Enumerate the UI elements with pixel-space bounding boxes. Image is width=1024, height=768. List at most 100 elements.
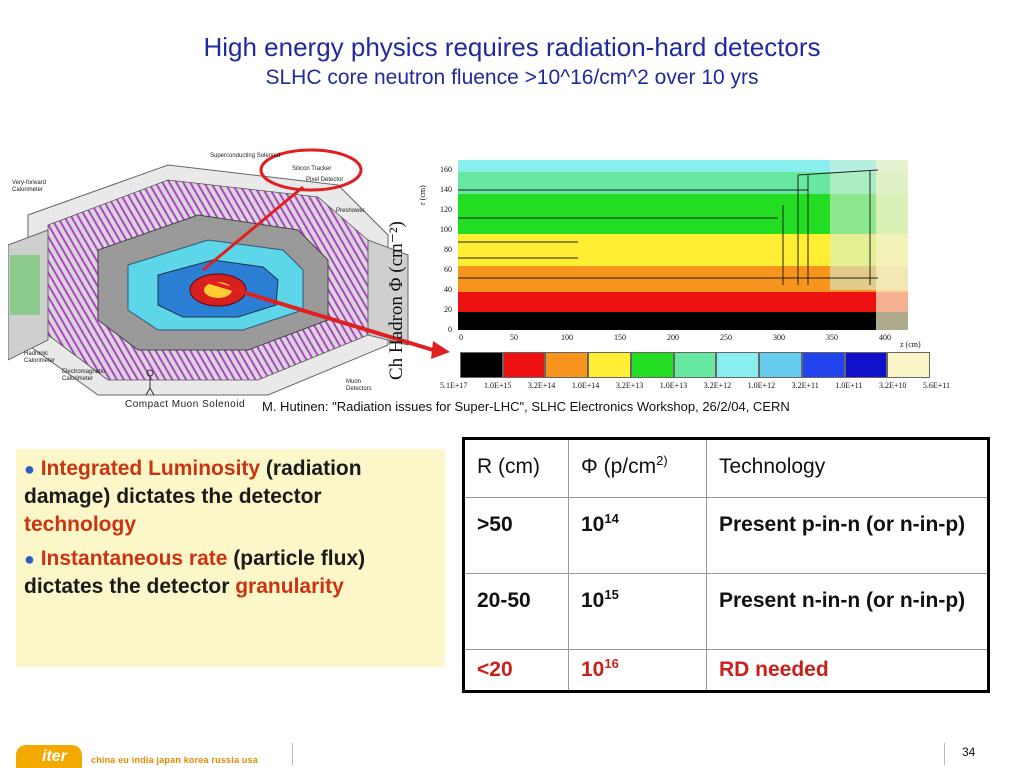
scale-swatch <box>545 352 589 378</box>
z-axis-label: z (cm) <box>900 340 921 349</box>
fluence-x-tick: 0 <box>459 333 463 342</box>
bullet-1-highlight: Integrated Luminosity <box>40 457 261 480</box>
fluence-x-tick: 350 <box>826 333 838 342</box>
fluence-y-tick: 20 <box>444 305 452 314</box>
fluence-y-tick: 120 <box>440 205 452 214</box>
fluence-color-scale <box>460 352 931 378</box>
cms-detector-illustration <box>8 148 450 396</box>
fluence-y-tick: 160 <box>440 165 452 174</box>
label-silicon-tracker: Silicon Tracker <box>292 166 332 172</box>
header-phi: Φ (p/cm2) <box>569 440 707 497</box>
cell-phi: 1014 <box>569 498 707 573</box>
scale-swatch <box>502 352 546 378</box>
scale-label: 1.0E+14 <box>571 381 600 390</box>
r-axis-label: r (cm) <box>418 185 427 205</box>
table-row: >50 1014 Present p-in-n (or n-in-p) <box>465 498 987 574</box>
cell-phi: 1016 <box>569 650 707 690</box>
bullet-dot-icon: ● <box>24 549 35 569</box>
label-pixel-detector: Pixel Detector <box>306 177 344 183</box>
scale-swatch <box>630 352 674 378</box>
scale-swatch <box>887 352 931 378</box>
bullet-1-text: (radiation damage) dictates the detector <box>24 457 362 508</box>
table-row: 20-50 1015 Present n-in-n (or n-in-p) <box>465 574 987 650</box>
scale-swatch <box>673 352 717 378</box>
scale-label: 3.2E+13 <box>615 381 644 390</box>
iter-logo-text: iter <box>42 748 67 765</box>
scale-swatch <box>844 352 888 378</box>
table-header-row: R (cm) Φ (p/cm2) Technology <box>465 440 987 498</box>
cell-phi-base: 10 <box>581 658 605 681</box>
cell-r: <20 <box>465 650 569 690</box>
fluence-y-tick: 80 <box>444 245 452 254</box>
cell-technology: Present n-in-n (or n-in-p) <box>719 589 966 612</box>
cell-phi-exp: 16 <box>604 656 619 671</box>
bullet-dot-icon: ● <box>24 459 35 479</box>
cell-r: >50 <box>465 498 569 573</box>
bullet-integrated-luminosity: ● Integrated Luminosity (radiation damag… <box>24 455 434 539</box>
label-preshower: Preshower <box>336 208 365 214</box>
scale-label: 1.0E+13 <box>659 381 688 390</box>
fluence-y-tick: 60 <box>444 265 452 274</box>
scale-label: 1.0E+12 <box>747 381 776 390</box>
cell-phi-exp: 15 <box>604 587 619 602</box>
bullet-instantaneous-rate: ● Instantaneous rate (particle flux) dic… <box>24 545 434 601</box>
cell-phi-base: 10 <box>581 589 605 612</box>
table-row: <20 1016 RD needed <box>465 650 987 690</box>
cell-technology: Present p-in-n (or n-in-p) <box>719 513 966 536</box>
cell-r: 20-50 <box>465 574 569 649</box>
fluence-y-axis-label: Ch Hadron Φ (cm⁻²) <box>386 221 407 380</box>
scale-label: 3.2E+14 <box>527 381 556 390</box>
cell-phi-base: 10 <box>581 513 605 536</box>
scale-swatch <box>801 352 845 378</box>
fluence-map <box>458 160 908 330</box>
scale-label: 3.2E+11 <box>791 381 819 390</box>
title-line-1: High energy physics requires radiation-h… <box>203 32 821 62</box>
label-electromagnetic-calorimeter: Electromagnetic Calorimeter <box>62 369 106 382</box>
fluence-scale-labels: 5.1E+17 1.0E+15 3.2E+14 1.0E+14 3.2E+13 … <box>440 381 950 390</box>
footer-partners: china eu india japan korea russia usa <box>91 755 258 765</box>
page-number: 34 <box>962 745 976 759</box>
footer-divider <box>944 743 945 765</box>
header-phi-sup: 2) <box>656 453 668 468</box>
scale-label: 1.0E+11 <box>835 381 863 390</box>
iter-logo: iter <box>16 745 82 768</box>
fluence-y-tick: 0 <box>448 325 452 334</box>
title-line-2: SLHC core neutron fluence >10^16/cm^2 ov… <box>265 66 759 89</box>
bullet-box: ● Integrated Luminosity (radiation damag… <box>16 449 445 667</box>
header-technology: Technology <box>719 455 826 478</box>
scale-swatch <box>588 352 631 378</box>
slide-title: High energy physics requires radiation-h… <box>0 30 1024 92</box>
header-phi-text: Φ (p/cm <box>581 455 657 478</box>
label-very-forward-calorimeter: Very-forward Calorimeter <box>12 180 47 193</box>
scale-swatch <box>759 352 802 378</box>
cell-phi-exp: 14 <box>604 511 619 526</box>
cell-phi: 1015 <box>569 574 707 649</box>
label-superconducting-solenoid: Superconducting Solenoid <box>210 153 281 159</box>
scale-swatch <box>716 352 760 378</box>
label-muon-detectors: Muon Detectors <box>346 379 372 392</box>
scale-label: 5.6E+11 <box>922 381 950 390</box>
fluence-y-tick: 140 <box>440 185 452 194</box>
label-compact-muon-solenoid: Compact Muon Solenoid <box>125 399 246 410</box>
scale-label: 3.2E+10 <box>878 381 907 390</box>
fluence-y-tick: 100 <box>440 225 452 234</box>
label-hadronic-calorimeter: Hadronic Calorimeter <box>24 351 56 364</box>
fluence-x-tick: 50 <box>510 333 518 342</box>
cell-technology: RD needed <box>719 658 829 681</box>
fluence-x-tick: 400 <box>879 333 891 342</box>
fluence-technology-table: R (cm) Φ (p/cm2) Technology >50 1014 Pre… <box>462 437 990 693</box>
fluence-x-tick: 250 <box>720 333 732 342</box>
bullet-2-text: (particle flux) dictates the detector <box>24 547 366 598</box>
fluence-x-tick: 200 <box>667 333 679 342</box>
scale-label: 1.0E+15 <box>483 381 512 390</box>
citation: M. Hutinen: "Radiation issues for Super-… <box>262 399 790 414</box>
bullet-2-highlight: Instantaneous rate <box>40 547 228 570</box>
fluence-x-tick: 300 <box>773 333 785 342</box>
scale-swatch <box>460 352 503 378</box>
header-r: R (cm) <box>465 440 569 497</box>
footer-divider <box>292 743 293 765</box>
scale-label: 3.2E+12 <box>703 381 732 390</box>
bullet-1-highlight-2: technology <box>24 513 137 536</box>
scale-label: 5.1E+17 <box>440 381 468 390</box>
fluence-x-tick: 150 <box>614 333 626 342</box>
